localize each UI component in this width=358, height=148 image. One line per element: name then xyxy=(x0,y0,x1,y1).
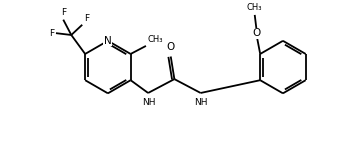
Text: O: O xyxy=(166,42,175,52)
Text: NH: NH xyxy=(142,98,156,107)
Text: O: O xyxy=(252,28,261,38)
Text: F: F xyxy=(49,29,54,38)
Text: CH₃: CH₃ xyxy=(247,3,262,12)
Text: CH₃: CH₃ xyxy=(148,35,163,44)
Text: F: F xyxy=(61,8,66,17)
Text: F: F xyxy=(84,14,89,23)
Text: NH: NH xyxy=(195,98,208,107)
Text: N: N xyxy=(104,36,112,46)
